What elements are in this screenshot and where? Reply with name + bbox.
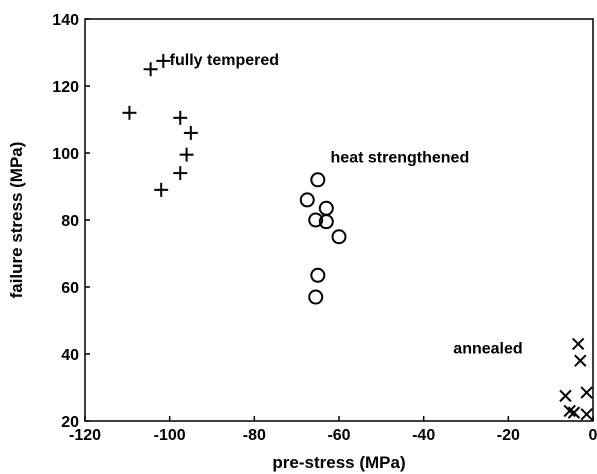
plus-marker bbox=[122, 105, 137, 120]
x-tick-label: -80 bbox=[243, 427, 266, 444]
x-tick-label: -100 bbox=[154, 427, 186, 444]
circle-marker bbox=[310, 267, 326, 283]
x-tick-label: -60 bbox=[327, 427, 350, 444]
plus-marker bbox=[179, 147, 194, 162]
cross-marker bbox=[559, 389, 572, 403]
x-tick-label: -40 bbox=[412, 427, 435, 444]
circle-marker bbox=[308, 212, 324, 228]
plus-marker bbox=[183, 125, 198, 140]
circle-marker bbox=[308, 289, 324, 305]
circle-marker bbox=[310, 172, 326, 188]
annotation-label: heat strengthened bbox=[331, 149, 470, 166]
cross-marker bbox=[571, 337, 585, 351]
plus-marker bbox=[154, 182, 169, 197]
circle-marker bbox=[299, 192, 315, 208]
y-tick-label: 20 bbox=[61, 414, 79, 431]
plus-marker bbox=[173, 110, 188, 125]
y-tick-label: 120 bbox=[52, 79, 79, 96]
x-tick-label: -20 bbox=[497, 427, 520, 444]
y-tick-label: 100 bbox=[52, 146, 79, 163]
circle-marker bbox=[331, 229, 347, 245]
annotation-label: fully tempered bbox=[170, 52, 279, 69]
y-tick-label: 40 bbox=[61, 347, 79, 364]
x-axis-label: pre-stress (MPa) bbox=[272, 453, 405, 472]
y-tick-label: 80 bbox=[61, 213, 79, 230]
plot-area bbox=[85, 19, 593, 421]
y-tick-label: 140 bbox=[52, 12, 79, 29]
y-axis-ticks: 20 40 60 80 100 120 140 bbox=[52, 12, 90, 431]
cross-marker bbox=[574, 354, 587, 367]
cross-marker bbox=[580, 408, 593, 421]
x-axis-ticks: -120 -100 -80 -60 -40 -20 0 bbox=[69, 416, 597, 444]
x-tick-label: 0 bbox=[589, 427, 597, 444]
annotations: fully tempered heat strengthened annealed bbox=[170, 52, 523, 357]
circle-marker bbox=[318, 214, 334, 230]
x-tick-label: -120 bbox=[69, 427, 101, 444]
y-axis-label: failure stress (MPa) bbox=[7, 142, 26, 299]
plus-marker bbox=[156, 53, 171, 68]
y-tick-label: 60 bbox=[61, 280, 79, 297]
cross-marker bbox=[580, 386, 593, 399]
plus-marker bbox=[173, 166, 188, 181]
cross-marker bbox=[567, 406, 581, 419]
data-points bbox=[122, 53, 593, 421]
plus-marker bbox=[143, 62, 158, 77]
cross-marker bbox=[563, 404, 576, 418]
annotation-label: annealed bbox=[453, 340, 522, 357]
